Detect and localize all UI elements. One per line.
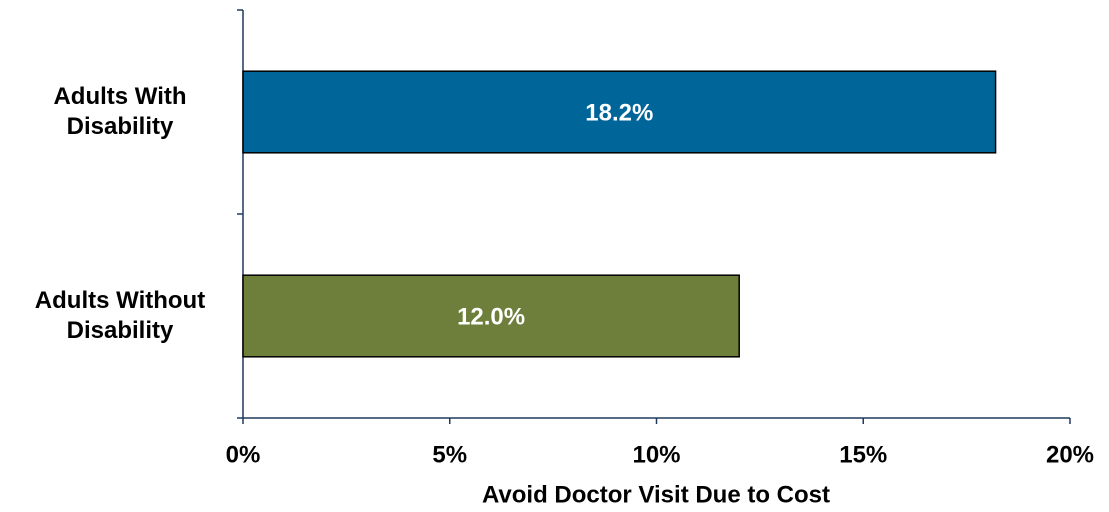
x-tick-label: 0% [226, 441, 261, 468]
x-tick-label: 20% [1046, 441, 1094, 468]
bar [242, 274, 740, 358]
x-tick-label: 10% [632, 441, 680, 468]
x-tick-label: 5% [432, 441, 467, 468]
x-axis-label: Avoid Doctor Visit Due to Cost [482, 481, 830, 508]
y-tick-label: Adults With Disability [53, 83, 187, 140]
bar [242, 70, 997, 154]
x-tick-label: 15% [839, 441, 887, 468]
y-tick-label: Adults Without Disability [34, 287, 206, 344]
bar-value-label: 12.0% [457, 303, 525, 330]
bar-value-label: 18.2% [585, 99, 653, 126]
